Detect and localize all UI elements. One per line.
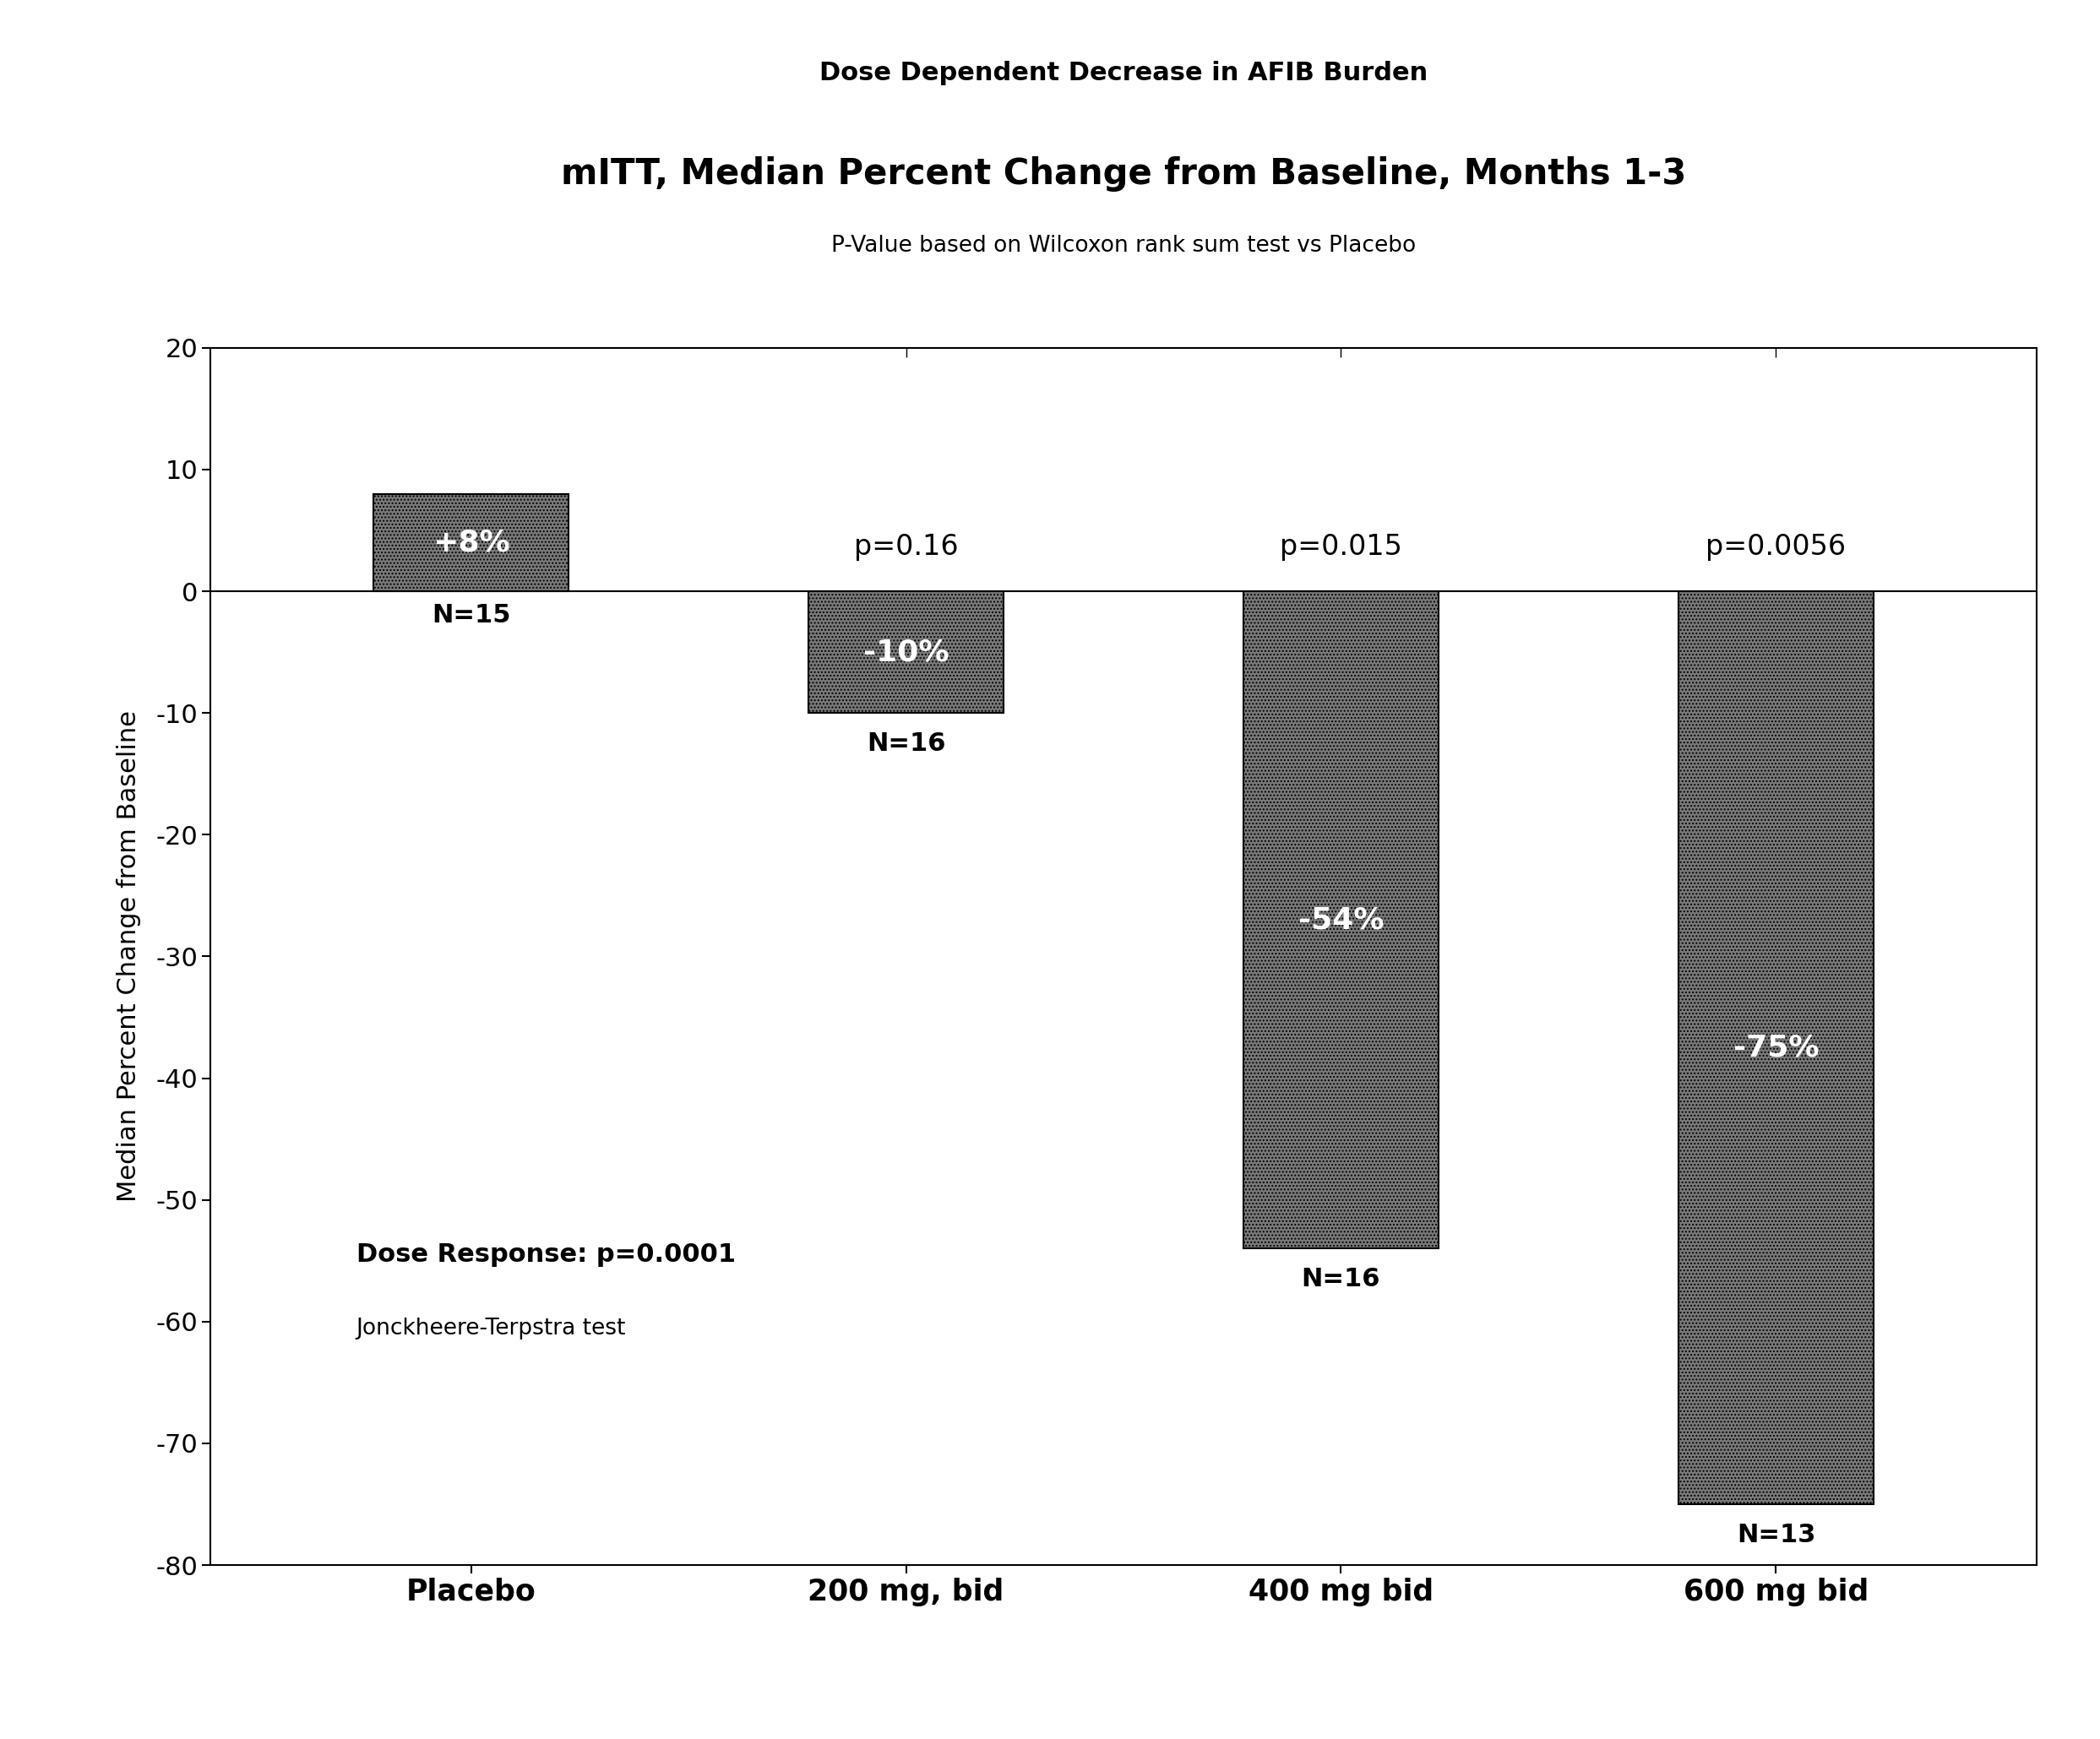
Text: p=0.0056: p=0.0056 xyxy=(1705,532,1846,560)
Text: N=16: N=16 xyxy=(1302,1266,1380,1292)
Bar xyxy=(808,591,1004,713)
Text: p=0.16: p=0.16 xyxy=(855,532,958,560)
Text: p=0.015: p=0.015 xyxy=(1279,532,1403,560)
Text: -75%: -75% xyxy=(1732,1033,1819,1063)
Text: N=13: N=13 xyxy=(1737,1523,1814,1548)
Text: mITT, Median Percent Change from Baseline, Months 1-3: mITT, Median Percent Change from Baselin… xyxy=(561,157,1686,191)
Text: -10%: -10% xyxy=(863,638,949,666)
Bar xyxy=(1243,591,1439,1249)
Text: N=16: N=16 xyxy=(867,730,945,756)
Text: Jonckheere-Terpstra test: Jonckheere-Terpstra test xyxy=(357,1318,626,1341)
Text: Dose Response: p=0.0001: Dose Response: p=0.0001 xyxy=(357,1242,735,1266)
Text: Dose Dependent Decrease in AFIB Burden: Dose Dependent Decrease in AFIB Burden xyxy=(819,61,1428,85)
Text: N=15: N=15 xyxy=(430,603,510,628)
Bar xyxy=(374,494,569,591)
Text: P-Value based on Wilcoxon rank sum test vs Placebo: P-Value based on Wilcoxon rank sum test … xyxy=(832,235,1415,257)
Bar xyxy=(1678,591,1873,1504)
Text: +8%: +8% xyxy=(433,529,510,556)
Y-axis label: Median Percent Change from Baseline: Median Percent Change from Baseline xyxy=(118,711,141,1202)
Text: -54%: -54% xyxy=(1298,906,1384,934)
